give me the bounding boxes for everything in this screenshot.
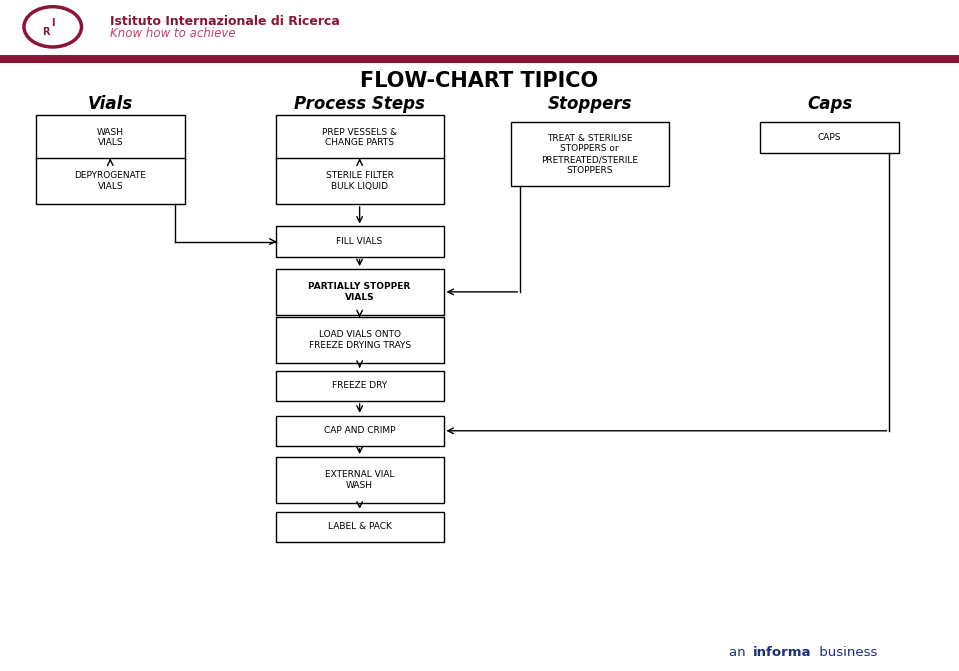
Text: informa: informa [753,646,811,659]
Text: LABEL & PACK: LABEL & PACK [328,522,391,531]
FancyBboxPatch shape [36,115,185,160]
Text: FREEZE DRY: FREEZE DRY [332,381,387,391]
Text: R: R [42,28,50,37]
Text: Istituto Internazionale di Ricerca: Istituto Internazionale di Ricerca [110,15,340,28]
Text: TREAT & STERILISE
STOPPERS or
PRETREATED/STERILE
STOPPERS: TREAT & STERILISE STOPPERS or PRETREATED… [541,134,639,175]
FancyBboxPatch shape [510,122,669,186]
Text: CAPS: CAPS [818,133,841,142]
Text: STERILE FILTER
BULK LIQUID: STERILE FILTER BULK LIQUID [326,171,393,191]
Text: Vials: Vials [87,95,133,113]
Text: CAP AND CRIMP: CAP AND CRIMP [324,426,395,435]
FancyBboxPatch shape [276,317,443,363]
Text: PREP VESSELS &
CHANGE PARTS: PREP VESSELS & CHANGE PARTS [322,127,397,148]
Text: FILL VIALS: FILL VIALS [337,237,383,246]
Text: WASH
VIALS: WASH VIALS [97,127,124,148]
FancyBboxPatch shape [276,416,443,446]
FancyBboxPatch shape [276,269,443,315]
Text: I: I [51,18,55,28]
Text: Know how to achieve: Know how to achieve [110,27,236,40]
FancyBboxPatch shape [276,457,443,503]
Text: LOAD VIALS ONTO
FREEZE DRYING TRAYS: LOAD VIALS ONTO FREEZE DRYING TRAYS [309,330,410,350]
Text: business: business [815,646,877,659]
Text: Caps: Caps [807,95,853,113]
FancyBboxPatch shape [276,512,443,542]
Text: FLOW-CHART TIPICO: FLOW-CHART TIPICO [361,70,598,91]
FancyBboxPatch shape [276,115,443,160]
Text: PARTIALLY STOPPER
VIALS: PARTIALLY STOPPER VIALS [309,282,410,302]
Text: Stoppers: Stoppers [548,95,632,113]
FancyBboxPatch shape [36,158,185,204]
Text: Process Steps: Process Steps [294,95,425,113]
FancyBboxPatch shape [276,226,443,256]
FancyBboxPatch shape [760,122,900,152]
Text: DEPYROGENATE
VIALS: DEPYROGENATE VIALS [74,171,147,191]
FancyBboxPatch shape [276,158,443,204]
FancyBboxPatch shape [10,5,173,50]
Text: an: an [729,646,750,659]
FancyBboxPatch shape [276,370,443,401]
Text: EXTERNAL VIAL
WASH: EXTERNAL VIAL WASH [325,470,394,490]
